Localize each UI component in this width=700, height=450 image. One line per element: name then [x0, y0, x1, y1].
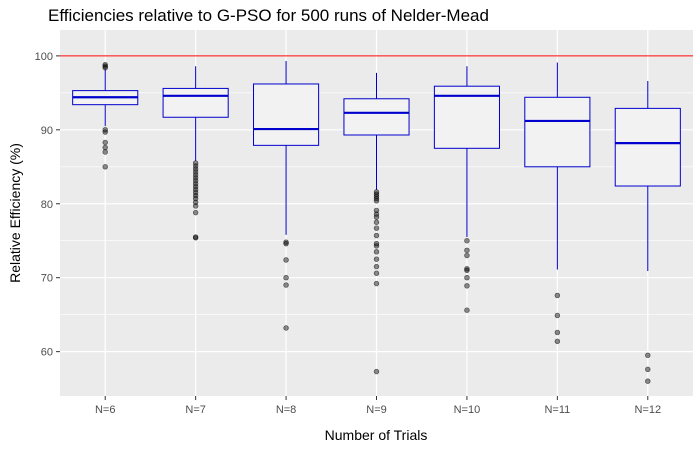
x-tick-label: N=12	[634, 404, 661, 416]
outlier-point	[192, 192, 199, 199]
outlier-point	[554, 292, 561, 299]
outlier-point	[464, 252, 470, 259]
outlier-point	[645, 352, 651, 359]
outlier-point	[373, 249, 380, 255]
outlier-point	[283, 257, 289, 263]
x-axis-label: Number of Trials	[325, 427, 428, 443]
outlier-point	[192, 178, 199, 184]
box-iqr	[614, 107, 681, 187]
outlier-point	[102, 62, 108, 68]
outlier-point	[464, 307, 470, 313]
y-tick-label: 70	[41, 273, 53, 285]
outlier-point	[192, 195, 199, 202]
y-tick-label: 60	[41, 347, 53, 359]
box-N=8	[253, 61, 320, 235]
box-N=11	[524, 62, 591, 270]
outlier-point	[373, 243, 380, 249]
box-N=12	[614, 81, 681, 272]
outlier-point	[192, 199, 199, 205]
outlier-point	[373, 198, 380, 204]
outlier-point	[464, 247, 470, 254]
outlier-point	[283, 274, 289, 281]
outlier-point	[373, 256, 380, 262]
outlier-point	[283, 282, 289, 288]
x-tick-label: N=11	[544, 404, 570, 416]
box-N=7	[162, 66, 229, 161]
y-tick-label: 100	[35, 51, 53, 63]
outlier-point	[464, 266, 470, 272]
outlier-point	[192, 166, 199, 172]
outlier-point	[283, 325, 289, 331]
outlier-point	[283, 239, 289, 245]
y-axis-label: Relative Efficiency (%)	[7, 143, 23, 283]
x-tick-label: N=9	[366, 404, 387, 416]
outlier-point	[373, 368, 380, 375]
outlier-point	[464, 267, 470, 274]
box-iqr	[524, 96, 591, 168]
outlier-point	[464, 238, 470, 244]
outlier-point	[554, 329, 561, 336]
outlier-point	[192, 189, 199, 196]
outlier-point	[192, 235, 199, 241]
outlier-point	[102, 129, 108, 135]
box-N=9	[343, 72, 410, 190]
outlier-point	[192, 187, 199, 193]
outlier-point	[102, 149, 108, 155]
outlier-point	[373, 232, 380, 239]
outlier-point	[192, 175, 199, 181]
outlier-point	[554, 312, 561, 319]
y-tick-label: 90	[41, 125, 53, 137]
outlier-point	[102, 63, 108, 69]
outlier-point	[645, 366, 651, 373]
box-iqr	[343, 98, 410, 136]
outlier-point	[554, 338, 561, 344]
x-tick-label: N=7	[185, 404, 206, 416]
outlier-point	[373, 219, 380, 225]
outlier-point	[373, 211, 380, 217]
chart-title: Efficiencies relative to G-PSO for 500 r…	[48, 6, 489, 25]
x-tick-label: N=8	[276, 404, 297, 416]
outlier-point	[192, 163, 199, 169]
outlier-point	[192, 169, 199, 175]
outlier-point	[192, 209, 199, 216]
box-iqr	[162, 87, 229, 118]
outlier-point	[373, 225, 380, 231]
outlier-point	[192, 184, 199, 190]
outlier-point	[192, 181, 199, 187]
outlier-point	[464, 274, 470, 281]
box-N=10	[433, 66, 500, 238]
outlier-point	[192, 160, 199, 166]
outlier-point	[192, 172, 199, 178]
box-N=6	[72, 69, 139, 127]
outlier-point	[192, 203, 199, 209]
outlier-point	[102, 65, 108, 71]
box-iqr	[253, 83, 320, 146]
outlier-point	[102, 139, 108, 146]
x-tick-label: N=6	[95, 404, 116, 416]
outlier-point	[373, 270, 380, 276]
outlier-point	[373, 214, 380, 220]
outlier-point	[645, 378, 651, 384]
outlier-point	[102, 144, 108, 151]
x-tick-label: N=10	[454, 404, 481, 416]
outlier-point	[373, 207, 380, 214]
outlier-point	[283, 240, 289, 247]
outlier-point	[373, 280, 380, 287]
outlier-point	[373, 263, 380, 270]
outlier-point	[464, 283, 470, 289]
y-tick-label: 80	[41, 199, 53, 211]
outlier-point	[102, 164, 108, 170]
